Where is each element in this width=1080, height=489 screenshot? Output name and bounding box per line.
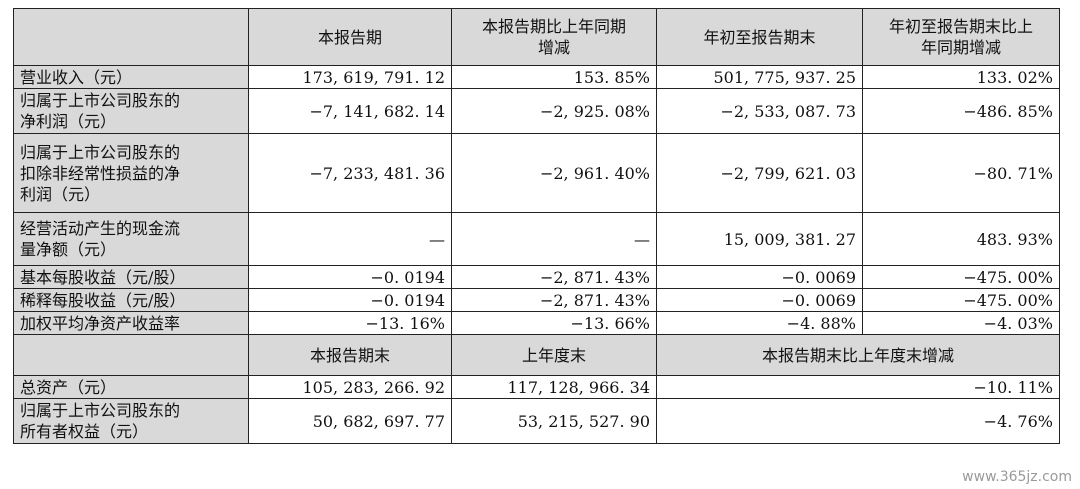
table-row: 稀释每股收益（元/股） −0. 0194 −2, 871. 43% −0. 00… [13,288,1060,312]
table-cell: −4. 03% [862,311,1060,335]
table-cell: −7, 141, 682. 14 [248,88,452,134]
table-row: 归属于上市公司股东的 扣除非经常性损益的净 利润（元） −7, 233, 481. … [13,133,1060,213]
row-label: 加权平均净资产收益率 [13,311,249,335]
table-row: 归属于上市公司股东的 所有者权益（元） 50, 682, 697. 77 53, … [13,398,1060,444]
table-cell: 105, 283, 266. 92 [248,375,452,399]
row-label: 归属于上市公司股东的 所有者权益（元） [13,398,249,444]
row-label: 营业收入（元） [13,65,249,89]
table-cell: −0. 0069 [656,288,863,312]
row-label: 总资产（元） [13,375,249,399]
table-cell: −0. 0194 [248,288,452,312]
table-cell: 50, 682, 697. 77 [248,398,452,444]
header-corner-cell [13,8,249,66]
table-cell: −475. 00% [862,265,1060,289]
table-cell: −475. 00% [862,288,1060,312]
table-cell: 153. 85% [451,65,657,89]
table-cell: −10. 11% [656,375,1060,399]
header-period-end-change: 本报告期末比上年度末增减 [656,334,1060,376]
table-cell: 117, 128, 966. 34 [451,375,657,399]
table-row: 基本每股收益（元/股） −0. 0194 −2, 871. 43% −0. 00… [13,265,1060,289]
table-cell: 501, 775, 937. 25 [656,65,863,89]
table-cell: 15, 009, 381. 27 [656,212,863,266]
table-cell: −4. 76% [656,398,1060,444]
header-current-period: 本报告期 [248,8,452,66]
table-cell: — [248,212,452,266]
table-row: 加权平均净资产收益率 −13. 16% −13. 66% −4. 88% −4.… [13,311,1060,335]
header-ytd: 年初至报告期末 [656,8,863,66]
table-header-row: 本报告期 本报告期比上年同期 增减 年初至报告期末 年初至报告期末比上 年同期增… [13,8,1060,66]
table-cell: −13. 66% [451,311,657,335]
row-label: 稀释每股收益（元/股） [13,288,249,312]
table-cell: −486. 85% [862,88,1060,134]
table-cell: −4. 88% [656,311,863,335]
table-row: 总资产（元） 105, 283, 266. 92 117, 128, 966. … [13,375,1060,399]
table-cell: −2, 871. 43% [451,265,657,289]
row-label: 归属于上市公司股东的 扣除非经常性损益的净 利润（元） [13,133,249,213]
table-cell: −2, 871. 43% [451,288,657,312]
financial-data-table: 本报告期 本报告期比上年同期 增减 年初至报告期末 年初至报告期末比上 年同期增… [13,8,1060,444]
table-cell: 133. 02% [862,65,1060,89]
row-label: 基本每股收益（元/股） [13,265,249,289]
table-cell: −2, 533, 087. 73 [656,88,863,134]
table-cell: −0. 0194 [248,265,452,289]
header-prior-year-end: 上年度末 [451,334,657,376]
table-cell: 173, 619, 791. 12 [248,65,452,89]
table-cell: — [451,212,657,266]
table-cell: −7, 233, 481. 36 [248,133,452,213]
header-ytd-yoy: 年初至报告期末比上 年同期增减 [862,8,1060,66]
header-period-end: 本报告期末 [248,334,452,376]
table-header-row-2: 本报告期末 上年度末 本报告期末比上年度末增减 [13,334,1060,376]
table-cell: −13. 16% [248,311,452,335]
table-cell: −0. 0069 [656,265,863,289]
table-cell: 53, 215, 527. 90 [451,398,657,444]
table-row: 归属于上市公司股东的 净利润（元） −7, 141, 682. 14 −2, 92… [13,88,1060,134]
table-cell: −2, 961. 40% [451,133,657,213]
watermark: www.365jz.com [962,469,1072,485]
table-row: 经营活动产生的现金流 量净额（元） — — 15, 009, 381. 27 48… [13,212,1060,266]
table-cell: −80. 71% [862,133,1060,213]
row-label: 经营活动产生的现金流 量净额（元） [13,212,249,266]
table-row: 营业收入（元） 173, 619, 791. 12 153. 85% 501, … [13,65,1060,89]
table-cell: −2, 925. 08% [451,88,657,134]
header-current-period-yoy: 本报告期比上年同期 增减 [451,8,657,66]
header2-corner-cell [13,334,249,376]
row-label: 归属于上市公司股东的 净利润（元） [13,88,249,134]
table-cell: 483. 93% [862,212,1060,266]
table-cell: −2, 799, 621. 03 [656,133,863,213]
